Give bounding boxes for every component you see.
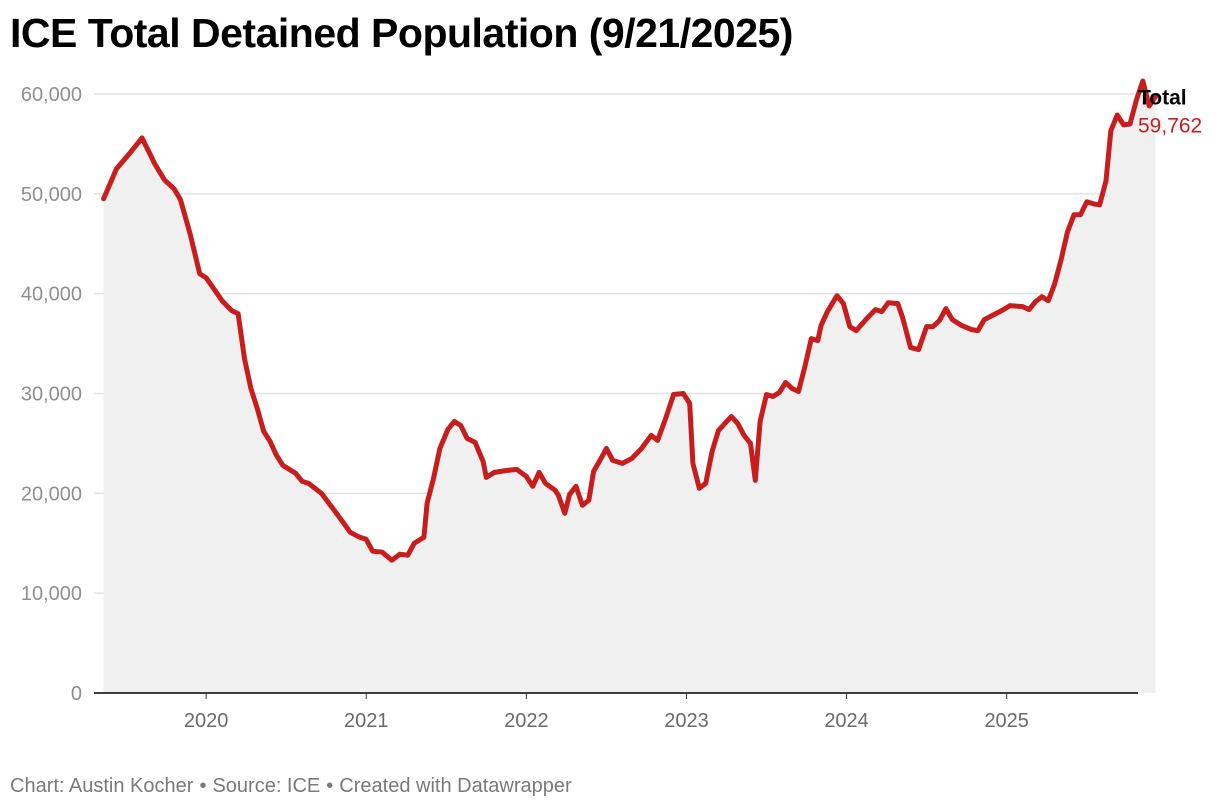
y-tick-label: 0 — [71, 683, 82, 705]
area-fill — [103, 81, 1156, 693]
y-tick-label: 40,000 — [21, 284, 82, 306]
x-tick-label: 2021 — [344, 710, 389, 732]
footer-credit: Chart: Austin Kocher — [10, 775, 194, 797]
footer-separator: • — [199, 775, 207, 797]
x-tick-label: 2024 — [824, 710, 869, 732]
y-tick-label: 60,000 — [21, 84, 82, 106]
x-axis: 2020 2021 2022 2023 2024 2025 — [184, 693, 1029, 732]
y-tick-label: 50,000 — [21, 184, 82, 206]
x-tick-label: 2023 — [664, 710, 709, 732]
x-tick-label: 2025 — [984, 710, 1029, 732]
x-tick-label: 2020 — [184, 710, 229, 732]
footer-source: Source: ICE — [212, 775, 321, 797]
chart-title: ICE Total Detained Population (9/21/2025… — [10, 10, 793, 56]
y-tick-label: 20,000 — [21, 483, 82, 505]
line-chart: 0 10,000 20,000 30,000 40,000 50,000 60,000 20… — [21, 78, 1202, 732]
y-tick-label: 10,000 — [21, 583, 82, 605]
footer-separator: • — [326, 775, 334, 797]
footer-created-with: Created with Datawrapper — [339, 775, 572, 797]
series-label-total: Total — [1138, 86, 1187, 109]
y-axis: 0 10,000 20,000 30,000 40,000 50,000 60,000 — [21, 84, 82, 705]
x-tick-label: 2022 — [504, 710, 549, 732]
y-tick-label: 30,000 — [21, 384, 82, 406]
series-last-value: 59,762 — [1138, 114, 1202, 137]
chart-footer: Chart: Austin Kocher • Source: ICE • Created… — [10, 775, 572, 798]
series-line-total — [101, 78, 1159, 563]
